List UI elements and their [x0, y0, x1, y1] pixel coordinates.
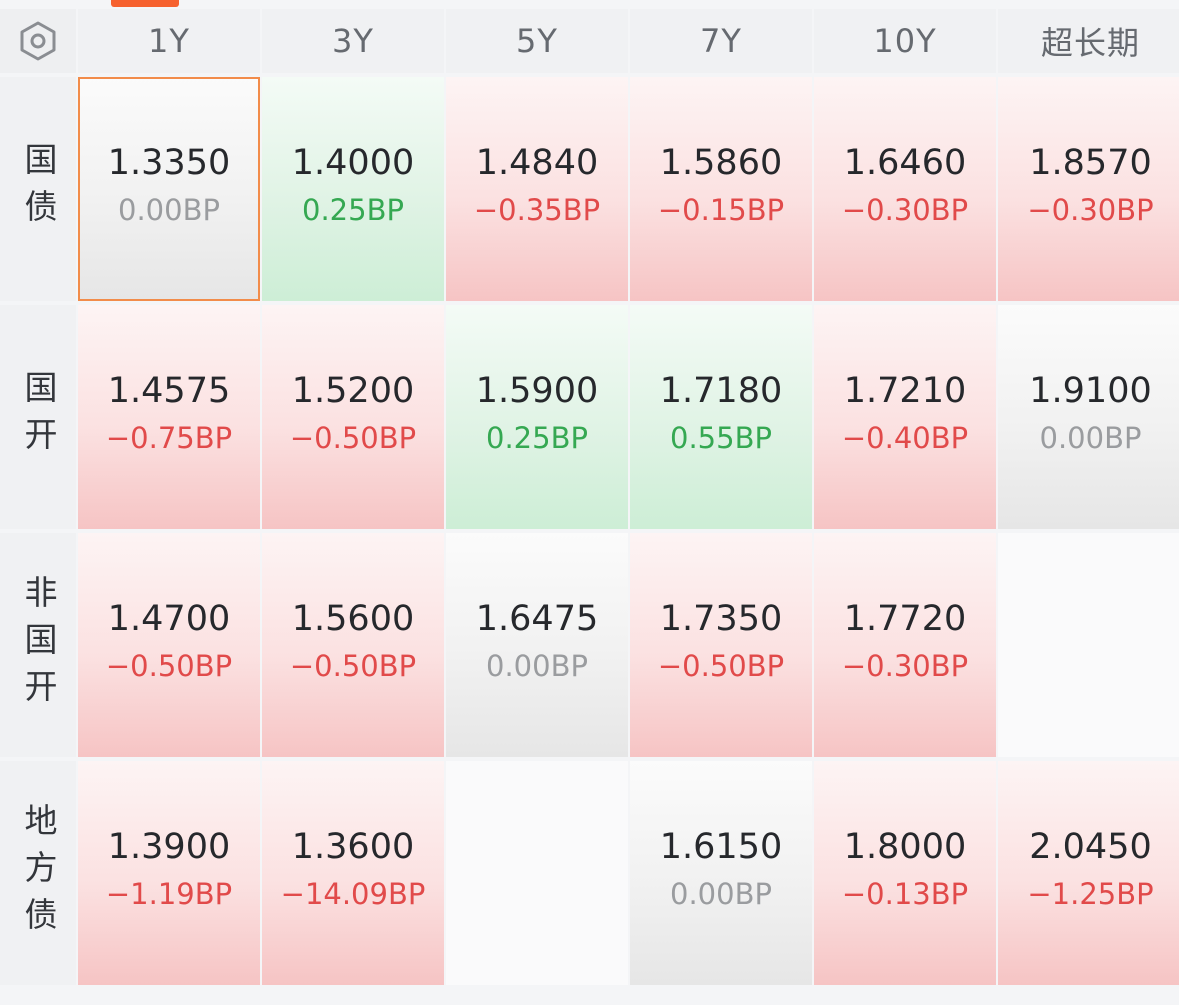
row-label-non-cdb: 非国开	[0, 533, 76, 757]
empty-cell	[446, 761, 628, 985]
yield-cell[interactable]: 1.3600 −14.09BP	[262, 761, 444, 985]
yield-cell[interactable]: 1.9100 0.00BP	[998, 305, 1179, 529]
yield-change: −0.30BP	[841, 193, 969, 227]
row-label-treasury: 国债	[0, 77, 76, 301]
yield-cell[interactable]: 1.5900 0.25BP	[446, 305, 628, 529]
yield-value: 1.4575	[107, 371, 231, 411]
yield-change: 0.25BP	[486, 421, 588, 455]
yield-value: 1.3900	[107, 827, 231, 867]
column-header-7y[interactable]: 7Y	[630, 9, 812, 73]
yield-cell[interactable]: 1.3900 −1.19BP	[78, 761, 260, 985]
row-label-local-gov: 地方债	[0, 761, 76, 985]
yield-value: 2.0450	[1029, 827, 1152, 867]
yield-cell[interactable]: 1.8570 −0.30BP	[998, 77, 1179, 301]
yield-change: −0.30BP	[1027, 193, 1154, 227]
row-label-cdb: 国开	[0, 305, 76, 529]
yield-cell[interactable]: 1.7350 −0.50BP	[630, 533, 812, 757]
yield-cell[interactable]: 1.6460 −0.30BP	[814, 77, 996, 301]
active-tab-indicator	[111, 0, 179, 7]
yield-change: −0.75BP	[105, 421, 233, 455]
yield-change: −0.40BP	[841, 421, 969, 455]
yield-value: 1.5200	[291, 371, 415, 411]
yield-change: −0.30BP	[841, 649, 969, 683]
yield-value: 1.7180	[659, 371, 783, 411]
yield-value: 1.8570	[1029, 143, 1152, 183]
hexagon-settings-icon	[20, 21, 56, 61]
yield-value: 1.4840	[475, 143, 599, 183]
yield-change: 0.00BP	[118, 193, 220, 227]
yield-cell[interactable]: 1.4700 −0.50BP	[78, 533, 260, 757]
row-label-text: 地方债	[19, 802, 58, 944]
yield-value: 1.6150	[659, 827, 783, 867]
yield-change: 0.25BP	[302, 193, 404, 227]
yield-cell[interactable]: 1.7720 −0.30BP	[814, 533, 996, 757]
yield-change: −0.50BP	[289, 649, 417, 683]
yield-cell[interactable]: 1.5200 −0.50BP	[262, 305, 444, 529]
yield-change: −0.13BP	[841, 877, 969, 911]
yield-change: 0.55BP	[670, 421, 772, 455]
yield-cell[interactable]: 1.3350 0.00BP	[78, 77, 260, 301]
yield-change: −0.50BP	[289, 421, 417, 455]
yield-value: 1.3600	[291, 827, 415, 867]
yield-change: −1.25BP	[1027, 877, 1154, 911]
column-header-10y[interactable]: 10Y	[814, 9, 996, 73]
yield-value: 1.8000	[843, 827, 967, 867]
yield-value: 1.3350	[107, 143, 231, 183]
yield-change: 0.00BP	[670, 877, 772, 911]
column-header-ultra-long[interactable]: 超长期	[998, 9, 1179, 73]
yield-cell[interactable]: 1.4000 0.25BP	[262, 77, 444, 301]
yield-change: −0.50BP	[105, 649, 233, 683]
yield-value: 1.4000	[291, 143, 415, 183]
yield-cell[interactable]: 1.7180 0.55BP	[630, 305, 812, 529]
empty-cell	[998, 533, 1179, 757]
yield-change: −1.19BP	[105, 877, 233, 911]
yield-grid: 1Y 3Y 5Y 7Y 10Y 超长期 国债 1.3350 0.00BP 1.40…	[0, 9, 1179, 985]
column-header-1y[interactable]: 1Y	[78, 9, 260, 73]
column-header-5y[interactable]: 5Y	[446, 9, 628, 73]
yield-value: 1.5860	[659, 143, 783, 183]
yield-cell[interactable]: 1.6475 0.00BP	[446, 533, 628, 757]
yield-change: −0.35BP	[473, 193, 601, 227]
yield-value: 1.7720	[843, 599, 967, 639]
settings-button[interactable]	[0, 9, 76, 73]
yield-change: −0.50BP	[657, 649, 785, 683]
row-label-text: 国开	[19, 370, 58, 464]
yield-value: 1.5900	[475, 371, 599, 411]
yield-value: 1.6460	[843, 143, 967, 183]
yield-value: 1.4700	[107, 599, 231, 639]
yield-cell[interactable]: 1.6150 0.00BP	[630, 761, 812, 985]
yield-change: −0.15BP	[657, 193, 785, 227]
column-header-3y[interactable]: 3Y	[262, 9, 444, 73]
yield-cell[interactable]: 2.0450 −1.25BP	[998, 761, 1179, 985]
yield-value: 1.6475	[475, 599, 599, 639]
yield-change: −14.09BP	[280, 877, 426, 911]
yield-change: 0.00BP	[486, 649, 588, 683]
yield-cell[interactable]: 1.5600 −0.50BP	[262, 533, 444, 757]
yield-cell[interactable]: 1.4840 −0.35BP	[446, 77, 628, 301]
yield-value: 1.9100	[1029, 371, 1152, 411]
row-label-text: 非国开	[19, 574, 58, 716]
yield-change: 0.00BP	[1039, 421, 1142, 455]
yield-cell[interactable]: 1.8000 −0.13BP	[814, 761, 996, 985]
row-label-text: 国债	[19, 142, 58, 236]
yield-value: 1.7350	[659, 599, 783, 639]
yield-value: 1.7210	[843, 371, 967, 411]
yield-cell[interactable]: 1.5860 −0.15BP	[630, 77, 812, 301]
yield-value: 1.5600	[291, 599, 415, 639]
yield-cell[interactable]: 1.7210 −0.40BP	[814, 305, 996, 529]
yield-cell[interactable]: 1.4575 −0.75BP	[78, 305, 260, 529]
